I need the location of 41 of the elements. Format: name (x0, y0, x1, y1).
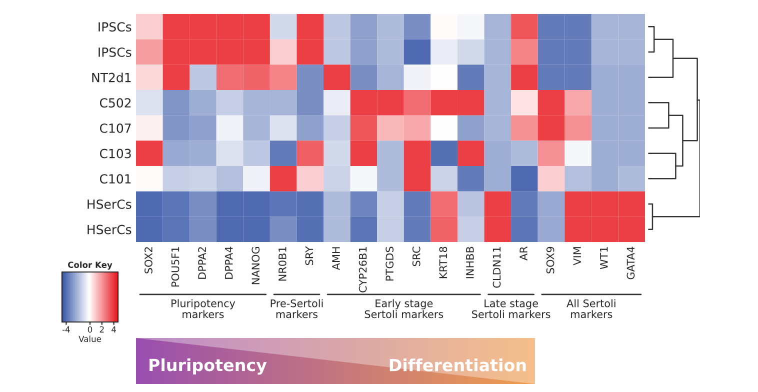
color-bar-label: -4 (62, 326, 70, 332)
text: Differentiation (390, 358, 526, 372)
text: Pluripotency markers (172, 299, 236, 318)
y-tick-label: NT2d1 (92, 72, 131, 82)
x-tick-label: CYP26B1 (358, 247, 367, 292)
x-tick-label: SRY (305, 246, 314, 266)
x-tick-label: GATA4 (626, 246, 635, 280)
y-tick-label: C502 (100, 98, 131, 108)
text: All Sertoli markers (566, 299, 616, 318)
x-tick-label: AMH (332, 247, 340, 270)
y-tick-label: IPSCs (98, 47, 132, 57)
y-tick-label: C107 (100, 123, 131, 133)
y-tick-label: C103 (100, 148, 131, 158)
x-tick-label: KRT18 (439, 246, 448, 278)
x-tick-label: AR (520, 246, 528, 260)
x-tick-label: NANOG (252, 247, 260, 284)
x-tick-label: DPPA4 (225, 246, 233, 279)
text: Pluripotency (150, 358, 267, 375)
y-tick-label: C101 (100, 174, 131, 184)
y-tick-label: IPSCs (98, 22, 132, 32)
x-tick-label: SOX9 (546, 246, 554, 274)
x-tick-label: CLDN11 (492, 247, 501, 288)
y-tick-label: HSerCs (88, 224, 132, 234)
y-tick-label: HSerCs (88, 199, 132, 209)
text: Color Key (68, 262, 112, 270)
x-tick-label: WT1 (600, 247, 608, 270)
text: Early stage Sertoli markers (364, 299, 444, 318)
color-bar-label: 0 (88, 326, 92, 333)
x-tick-label: NR0B1 (278, 247, 286, 281)
text: Late stage Sertoli markers (472, 300, 550, 318)
color-bar-label: 4 (112, 326, 116, 332)
x-tick-label: SOX2 (144, 247, 152, 274)
text: Pre-Sertoli markers (270, 299, 323, 318)
color-bar-label: 2 (100, 326, 104, 332)
x-tick-label: SRC (412, 246, 420, 266)
x-tick-label: PTGDS (386, 246, 394, 280)
x-tick-label: INHBB (466, 246, 474, 278)
x-tick-label: POU5F1 (171, 247, 180, 286)
x-tick-label: VIM (573, 247, 581, 266)
color-bar-title: Value (78, 336, 101, 342)
x-tick-label: DPPA2 (198, 247, 206, 279)
